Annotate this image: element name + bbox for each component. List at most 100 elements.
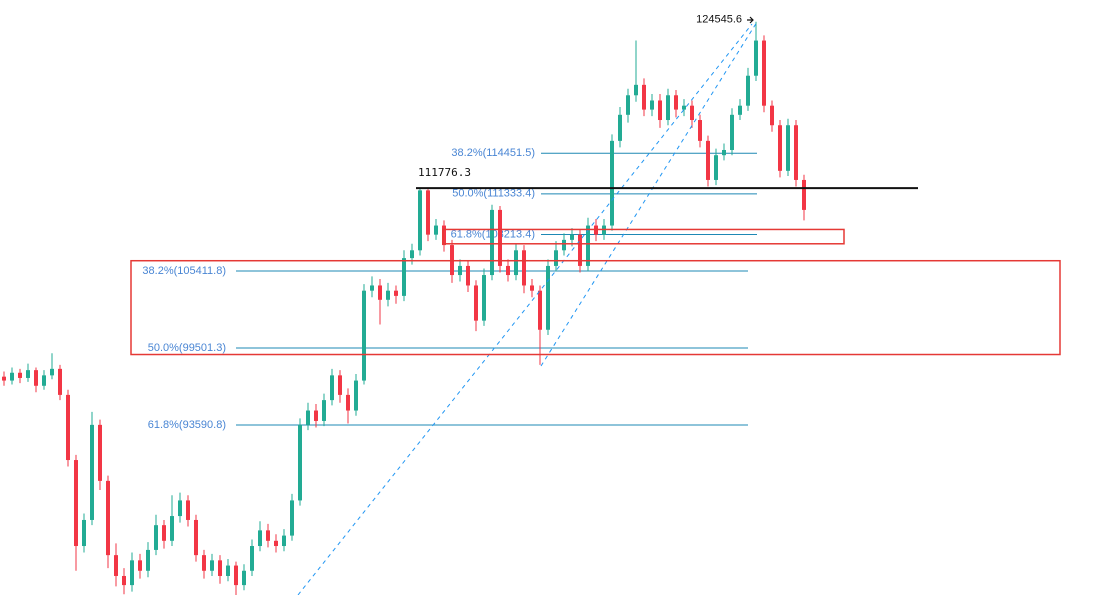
candle-body xyxy=(82,519,86,547)
candle-body xyxy=(490,209,494,276)
candle-body xyxy=(170,516,174,541)
candle-body xyxy=(274,540,278,547)
candle-body xyxy=(258,530,262,547)
candle-body xyxy=(770,105,774,126)
candle-body xyxy=(330,375,334,401)
candle-body xyxy=(266,530,270,541)
candle-body xyxy=(786,125,790,171)
candle-body xyxy=(386,290,390,300)
trend-line xyxy=(297,23,753,595)
candle-body xyxy=(250,546,254,571)
candle-body xyxy=(362,290,366,381)
candle-body xyxy=(74,460,78,547)
candle-body xyxy=(442,225,446,246)
candle-body xyxy=(370,285,374,291)
candle-body xyxy=(34,370,38,386)
candle-body xyxy=(482,275,486,321)
candle-body xyxy=(682,105,686,110)
fib-label: 50.0%(111333.4) xyxy=(452,188,535,200)
candle-body xyxy=(690,105,694,121)
candle-body xyxy=(66,394,70,461)
fib-label: 50.0%(99501.3) xyxy=(148,342,226,354)
candle-body xyxy=(570,234,574,240)
candle-body xyxy=(762,40,766,106)
candle-body xyxy=(226,565,230,576)
candle-body xyxy=(562,239,566,251)
candle-body xyxy=(106,480,110,556)
candle-body xyxy=(282,535,286,547)
candle-body xyxy=(218,560,222,576)
candle-body xyxy=(10,372,14,381)
candle-body xyxy=(202,555,206,571)
fib-label: 38.2%(114451.5) xyxy=(451,147,535,159)
candle-body xyxy=(354,380,358,411)
candle-body xyxy=(234,565,238,586)
candle-body xyxy=(426,190,430,235)
candle-body xyxy=(706,140,710,180)
candle-body xyxy=(114,555,118,576)
candle-body xyxy=(378,285,382,300)
candle-body xyxy=(642,84,646,110)
candle-body xyxy=(154,525,158,550)
candle-body xyxy=(794,125,798,180)
candle-body xyxy=(242,570,246,586)
candle-body xyxy=(298,424,302,501)
candle-body xyxy=(346,394,350,411)
candle-body xyxy=(26,370,30,378)
candle-body xyxy=(474,285,478,321)
candle-body xyxy=(546,265,550,330)
candle-body xyxy=(674,95,678,110)
candle-body xyxy=(122,575,126,586)
level-label: 111776.3 xyxy=(418,166,471,179)
candle-body xyxy=(18,372,22,378)
overlay-layer: 111776.3 124545.6 xyxy=(130,14,1061,356)
candle-body xyxy=(90,424,94,520)
candle-body xyxy=(554,250,558,266)
candle-body xyxy=(338,375,342,395)
candle-body xyxy=(146,549,150,571)
high-label: 124545.6 xyxy=(696,14,742,26)
candle-body xyxy=(538,290,542,330)
candle-body xyxy=(658,100,662,121)
candle-body xyxy=(42,375,46,386)
fib-label: 38.2%(105411.8) xyxy=(142,265,226,277)
zone-box xyxy=(442,228,845,245)
candle-body xyxy=(306,410,310,425)
candle-body xyxy=(210,560,214,571)
candle-body xyxy=(650,100,654,110)
candle-body xyxy=(586,225,590,266)
candle-body xyxy=(514,250,518,276)
candle-body xyxy=(778,125,782,171)
candle-body xyxy=(194,519,198,556)
candle-body xyxy=(802,179,806,210)
candle-body xyxy=(738,105,742,115)
candle-body xyxy=(458,265,462,276)
candle-body xyxy=(506,265,510,276)
candle-body xyxy=(618,114,622,141)
candle-body xyxy=(178,500,182,517)
candle-body xyxy=(522,250,526,286)
candle-body xyxy=(162,525,166,541)
candle-layer xyxy=(2,21,806,595)
candle-body xyxy=(578,234,582,266)
candle-body xyxy=(322,400,326,421)
candle-body xyxy=(50,368,54,376)
zone-box xyxy=(130,259,1061,356)
candle-body xyxy=(666,95,670,121)
candle-body xyxy=(418,190,422,251)
candle-body xyxy=(714,155,718,180)
arrow-icon xyxy=(747,16,754,24)
candle-body xyxy=(466,265,470,286)
candle-body xyxy=(138,560,142,571)
candle-body xyxy=(130,560,134,586)
candle-body xyxy=(186,500,190,520)
candle-body xyxy=(634,84,638,96)
candle-body xyxy=(746,75,750,106)
candle-body xyxy=(498,209,502,266)
candle-body xyxy=(730,114,734,150)
candle-body xyxy=(2,376,6,381)
candle-body xyxy=(698,120,702,141)
